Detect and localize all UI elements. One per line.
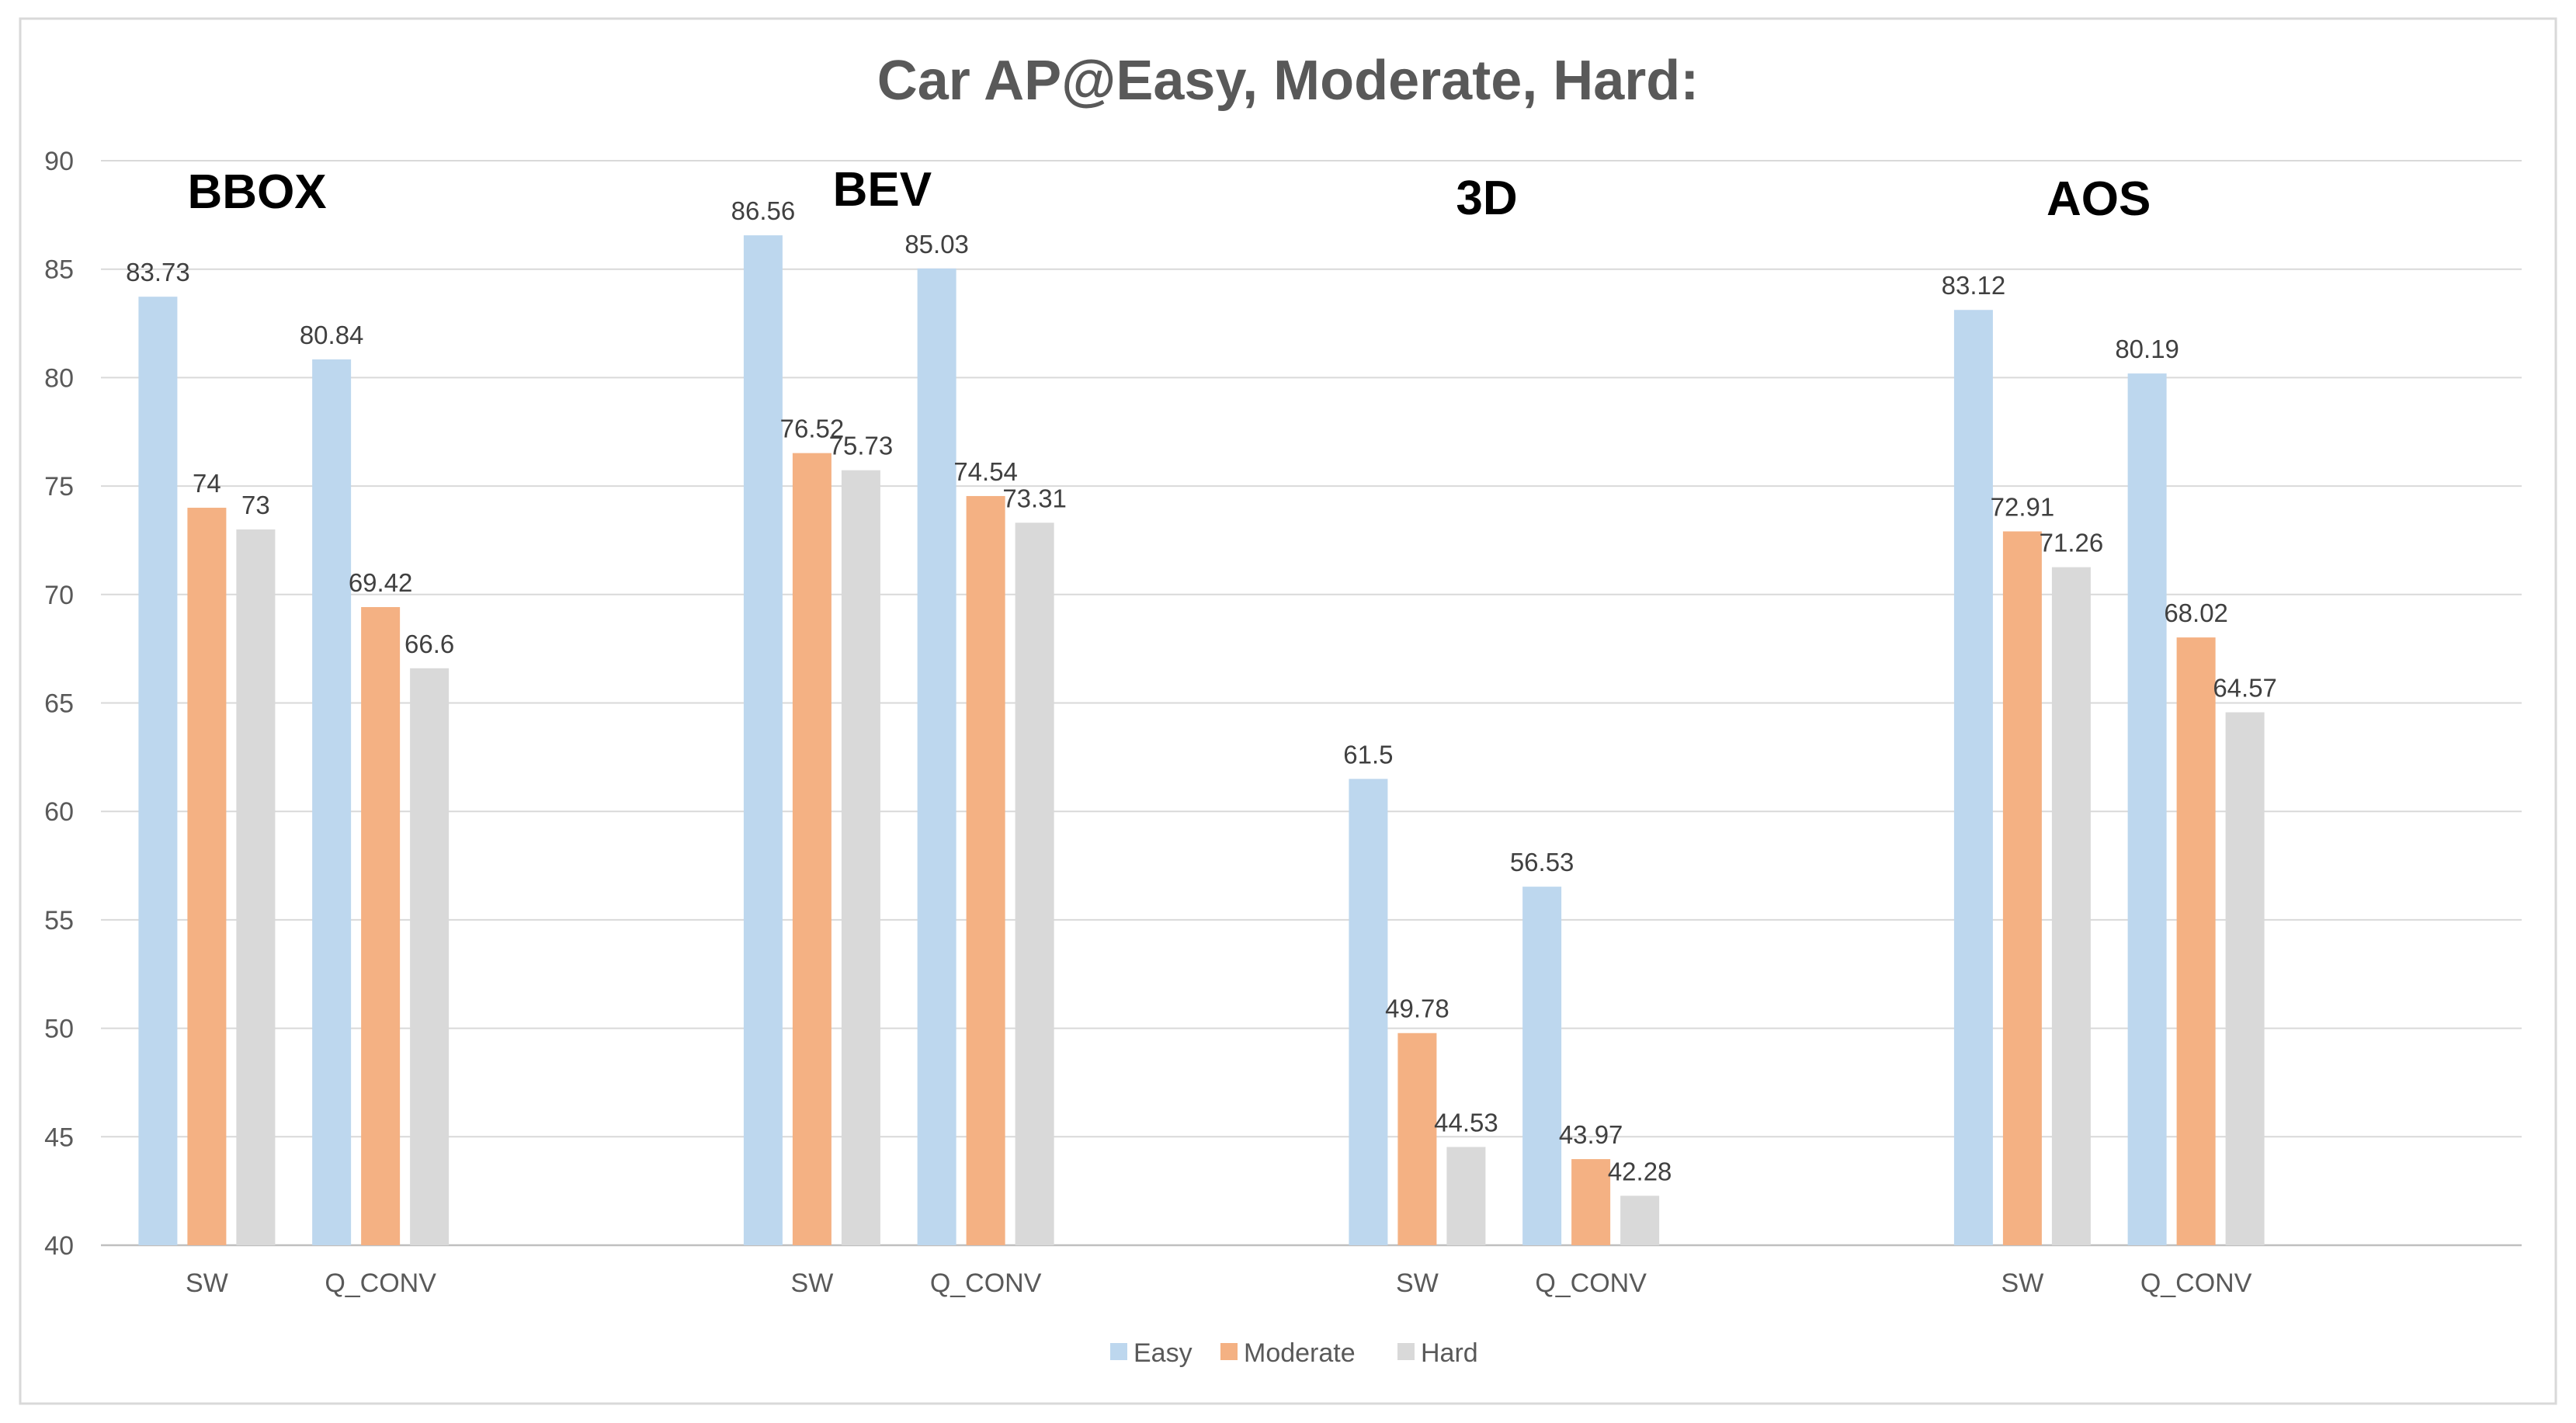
bar-hard [236,529,276,1245]
x-tick-label: SW [791,1269,834,1298]
bar-hard [1015,522,1054,1245]
bar-hard [2051,567,2091,1245]
bar-easy [2127,373,2167,1245]
legend-swatch-hard [1397,1343,1415,1360]
data-label: 86.56 [731,196,796,225]
y-tick-label: 75 [44,472,74,502]
y-tick-label: 45 [44,1123,74,1152]
y-tick-label: 40 [44,1231,74,1261]
bar-moderate [792,453,831,1245]
group-label: BEV [833,163,932,217]
data-label: 83.12 [1942,271,2006,300]
bar-moderate [1571,1159,1611,1245]
x-tick-label: SW [186,1269,228,1298]
bar-moderate [966,495,1005,1245]
bar-easy [917,268,956,1245]
data-label: 61.5 [1343,740,1393,769]
bar-easy [1349,779,1388,1245]
bar-hard [1620,1196,1660,1245]
group-labels: BBOX BEV 3D AOS [188,163,2151,226]
bar-hard [410,668,450,1245]
bar-hard [1446,1147,1486,1245]
bar-moderate [2176,637,2216,1245]
data-label: 64.57 [2213,674,2277,703]
y-tick-label: 60 [44,797,74,827]
bar-easy [1522,887,1562,1245]
data-label: 73 [241,491,270,519]
x-tick-label: SW [1396,1269,1439,1298]
legend-swatch-easy [1110,1343,1127,1360]
data-label: 69.42 [349,568,413,597]
group-label: AOS [2047,172,2151,226]
data-label: 56.53 [1510,848,1574,876]
y-tick-label: 70 [44,581,74,610]
data-label: 80.84 [300,321,364,349]
y-tick-label: 90 [44,147,74,176]
bar-moderate [1397,1033,1437,1245]
bar-easy [312,359,352,1245]
data-label: 80.19 [2115,335,2179,363]
legend-label: Easy [1134,1338,1193,1368]
legend-label: Hard [1421,1338,1478,1368]
y-tick-label: 65 [44,689,74,719]
group-label: BBOX [188,165,327,219]
data-label: 42.28 [1608,1157,1672,1185]
group-label: 3D [1456,172,1517,225]
x-tick-label: Q_CONV [930,1269,1042,1298]
chart-title: Car AP@Easy, Moderate, Hard: [877,50,1699,112]
chart-frame [19,17,2557,1405]
bar-moderate [361,607,401,1245]
bar-hard [841,470,880,1245]
x-tick-label: SW [2001,1269,2044,1298]
y-tick-label: 50 [44,1015,74,1044]
data-label: 83.73 [126,258,190,286]
data-label: 85.03 [904,230,969,259]
data-label: 66.6 [404,630,454,658]
bar-hard [2225,712,2265,1245]
legend-label: Moderate [1244,1338,1356,1368]
data-label: 74.54 [953,457,1018,486]
legend-swatch-moderate [1220,1343,1238,1360]
y-tick-label: 85 [44,255,74,285]
data-label: 76.52 [780,415,845,443]
bar-easy [1953,310,1993,1246]
x-tick-label: Q_CONV [1535,1269,1647,1298]
bar-easy [138,297,178,1245]
bars [138,235,2265,1246]
x-tick-label: Q_CONV [325,1269,436,1298]
data-label: 75.73 [829,432,894,460]
y-tick-label: 55 [44,906,74,935]
y-tick-label: 80 [44,363,74,393]
x-tick-label: Q_CONV [2140,1269,2252,1298]
data-label: 72.91 [1991,492,2055,521]
data-label: 73.31 [1002,484,1067,512]
bar-easy [743,235,783,1246]
data-label: 43.97 [1559,1120,1623,1149]
legend: Easy Moderate Hard [1110,1338,1478,1368]
bar-moderate [2002,531,2042,1245]
data-label: 49.78 [1385,994,1449,1023]
bar-moderate [187,508,227,1245]
data-label: 44.53 [1434,1108,1498,1137]
y-axis-ticks: 40 45 50 55 60 65 70 75 80 85 90 [44,147,74,1261]
x-axis-ticks: SW Q_CONV SW Q_CONV SW Q_CONV SW Q_CONV [186,1269,2252,1298]
data-label: 71.26 [2040,529,2104,557]
data-label: 68.02 [2164,599,2228,627]
gridlines [101,160,2522,1247]
data-label: 74 [193,469,221,498]
